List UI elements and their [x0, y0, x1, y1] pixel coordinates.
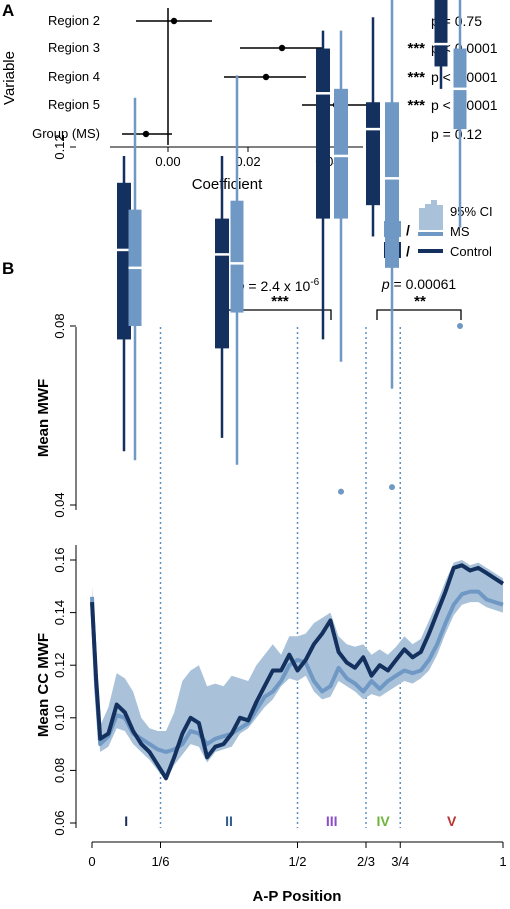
- panel-a-letter: A: [2, 1, 14, 20]
- lineplot-yticks: 0.06 0.08 0.10 0.12 0.14 0.16: [52, 547, 76, 836]
- box: [316, 48, 330, 219]
- significance-stars: ***: [407, 40, 425, 57]
- box-outlier: [457, 323, 463, 329]
- lineplot-ytick-label: 0.12: [52, 653, 67, 678]
- panel-a-row-label: Region 5: [48, 97, 100, 112]
- legend-ms-label: MS: [450, 224, 470, 239]
- boxplot-ylabel: Mean MWF: [35, 379, 52, 457]
- lineplot-xtick-label: 1/6: [151, 854, 169, 869]
- lineplot-xlabel: A-P Position: [253, 888, 342, 905]
- region-label: II: [225, 813, 233, 829]
- boxplot-boxes: [117, 0, 467, 495]
- estimate-point: [170, 17, 178, 25]
- lineplot-xtick-label: 3/4: [391, 854, 409, 869]
- lineplot-ylabel: Mean CC MWF: [35, 633, 52, 737]
- lineplot-ytick-label: 0.06: [52, 810, 67, 835]
- legend-control-label: Control: [450, 244, 492, 259]
- comparison-2-p-prefix: p: [381, 276, 390, 292]
- box: [334, 88, 348, 219]
- lineplot-xtick-label: 0: [88, 854, 95, 869]
- estimate-point: [142, 130, 150, 138]
- panel-a-row-label: Region 2: [48, 13, 100, 28]
- box: [434, 0, 448, 67]
- comparison-1-stars: ***: [271, 293, 289, 310]
- boxplot-yticks: 0.040.080.120.16: [52, 134, 76, 518]
- p-value-label: p = 0.12: [431, 126, 482, 142]
- lineplot-ytick-label: 0.16: [52, 547, 67, 572]
- p-value-label: p < 0.0001: [431, 40, 498, 56]
- comparison-2-bracket: [376, 309, 462, 320]
- box: [215, 218, 229, 349]
- legend-ci-label: 95% CI: [450, 204, 493, 219]
- panel-a-xticks: 0.000.020.04: [155, 147, 341, 169]
- comparison-2-p-mid: = 0.00061: [390, 276, 457, 292]
- legend: 95% CI / MS / Control: [384, 200, 493, 259]
- significance-stars: ***: [407, 69, 425, 86]
- panel-a-xlabel: Coefficient: [192, 176, 263, 193]
- legend-ci-swatch: [419, 200, 443, 230]
- box: [385, 102, 399, 268]
- panel-a-xtick-label: 0.00: [155, 154, 180, 169]
- comparison-2-stars: **: [414, 293, 426, 310]
- legend-ms-slash: /: [406, 222, 410, 238]
- lineplot-xtick-label: 1: [499, 854, 506, 869]
- lineplot-ytick-label: 0.10: [52, 705, 67, 730]
- lineplot-xtick-label: 2/3: [357, 854, 375, 869]
- region-label: I: [124, 813, 128, 829]
- significance-stars: ***: [407, 97, 425, 114]
- region-labels: I II III IV V: [124, 813, 457, 829]
- boxplot-ytick-label: 0.04: [52, 492, 67, 517]
- panel-a-ylabel: Variable: [1, 51, 18, 105]
- comparison-1-p: p = 2.4 x 10-6: [236, 277, 320, 294]
- comparison-2-p: p = 0.00061: [381, 276, 457, 292]
- region-label: III: [326, 813, 338, 829]
- boxplot-ytick-label: 0.08: [52, 313, 67, 338]
- lineplot-xticks: 0 1/6 1/2 2/3 3/4 1: [88, 842, 507, 869]
- estimate-point: [262, 73, 270, 81]
- comparison-2: p = 0.00061 **: [376, 276, 462, 320]
- panel-b-letter: B: [2, 259, 14, 278]
- panel-a-row-label: Region 4: [48, 69, 100, 84]
- control-series-line: [90, 563, 505, 781]
- box: [230, 200, 244, 313]
- panel-a-row-label: Group (MS): [32, 126, 100, 141]
- legend-control-slash: /: [406, 243, 410, 259]
- region-label: V: [447, 813, 457, 829]
- panel-a-xtick-label: 0.02: [235, 154, 260, 169]
- box: [117, 182, 131, 340]
- box-outlier: [389, 484, 395, 491]
- box: [366, 102, 380, 206]
- lineplot-ytick-label: 0.14: [52, 600, 67, 625]
- box-outlier: [338, 488, 344, 495]
- estimate-point: [278, 44, 286, 52]
- comparison-1-p-sup: -6: [310, 277, 319, 288]
- lineplot-xtick-label: 1/2: [288, 854, 306, 869]
- region-label: IV: [377, 813, 391, 829]
- comparison-1-p-mid: = 2.4 x 10: [245, 278, 311, 294]
- panel-a-row-label: Region 3: [48, 40, 100, 55]
- position-dividers: [159, 327, 401, 828]
- boxplot-ytick-label: 0.12: [52, 134, 67, 159]
- lineplot-ytick-label: 0.08: [52, 758, 67, 783]
